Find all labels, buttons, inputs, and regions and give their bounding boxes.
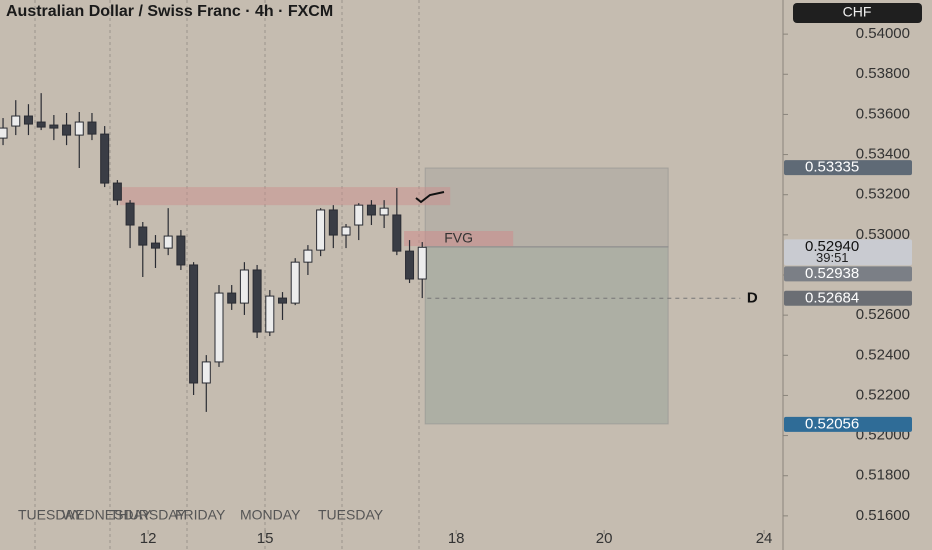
candle-body: [62, 124, 72, 136]
candle-body: [227, 292, 237, 304]
candle-body: [112, 182, 122, 201]
price-tag-label: 0.52684: [805, 289, 859, 306]
candle-body: [252, 269, 262, 333]
y-tick-label: 0.52200: [856, 386, 910, 403]
candle-body: [11, 115, 21, 127]
session-label: FRIDAY: [175, 507, 226, 523]
candle-body: [392, 214, 402, 252]
price-tag-label: 0.52056: [805, 415, 859, 432]
y-tick-label: 0.54000: [856, 25, 910, 42]
y-tick-label: 0.52600: [856, 306, 910, 323]
currency-label[interactable]: CHF: [843, 4, 872, 20]
candle-body: [278, 297, 288, 304]
candle-body: [189, 264, 199, 384]
candle-body: [366, 204, 376, 216]
candle-body: [214, 292, 224, 363]
candle-body: [201, 361, 211, 384]
price-tag-label: 0.52938: [805, 265, 859, 282]
x-tick-label: 24: [756, 530, 773, 547]
candle-body: [138, 226, 148, 246]
y-tick-label: 0.53800: [856, 65, 910, 82]
session-label: TUESDAY: [318, 507, 384, 523]
candle-body: [379, 207, 389, 216]
candle-body: [303, 249, 313, 263]
y-tick-label: 0.51800: [856, 467, 910, 484]
countdown: 39:51: [816, 250, 849, 265]
target-box-lower: [424, 246, 669, 425]
price-tag: [784, 416, 912, 432]
y-tick-label: 0.51600: [856, 507, 910, 524]
candle-body: [176, 235, 186, 266]
candle-body: [417, 246, 427, 280]
candle-body: [316, 209, 326, 251]
price-tag: [784, 290, 912, 306]
supply-zone: [120, 187, 451, 206]
fvg-zone: [404, 231, 514, 247]
y-tick-label: 0.53400: [856, 146, 910, 163]
candle-body: [87, 121, 97, 135]
candle-body: [354, 204, 364, 226]
x-tick-label: 20: [596, 530, 613, 547]
currency-box[interactable]: [793, 3, 922, 23]
candle-body: [0, 127, 8, 139]
candle-body: [405, 250, 415, 280]
candle-body: [49, 124, 59, 129]
session-label: THURSDAY: [110, 507, 187, 523]
candle-body: [328, 209, 338, 236]
price-tag-label: 0.53335: [805, 159, 859, 176]
y-tick-label: 0.53600: [856, 105, 910, 122]
candle-body: [341, 226, 351, 236]
level-label: D: [747, 289, 758, 306]
fvg-label: FVG: [444, 229, 473, 245]
x-tick-label: 18: [448, 530, 465, 547]
y-tick-label: 0.53000: [856, 226, 910, 243]
candle-body: [239, 269, 249, 304]
candle-body: [290, 261, 300, 304]
session-label: TUESDAY: [18, 507, 84, 523]
chart-title: Australian Dollar / Swiss Franc · 4h · F…: [6, 3, 333, 20]
candle-body: [23, 115, 33, 125]
check-icon: [415, 191, 445, 204]
candle-body: [100, 133, 110, 184]
candle-body: [125, 202, 135, 226]
candle-body: [163, 235, 173, 249]
session-label: WEDNESDAY: [62, 507, 152, 523]
y-tick-label: 0.52400: [856, 346, 910, 363]
plot: 0.516000.518000.520000.522000.524000.526…: [0, 25, 910, 547]
y-tick-label: 0.53200: [856, 186, 910, 203]
candle-body: [150, 242, 160, 249]
price-tag: [784, 266, 912, 282]
session-grid: [34, 0, 420, 550]
candle-body: [265, 295, 275, 333]
x-tick-label: 12: [140, 530, 157, 547]
price-tag-label: 0.52940: [805, 238, 859, 255]
x-tick-label: 15: [257, 530, 274, 547]
candle-body: [36, 121, 46, 128]
price-tag: [784, 160, 912, 176]
session-label: MONDAY: [240, 507, 301, 523]
candle-body: [74, 121, 84, 136]
price-tag: [784, 239, 912, 266]
